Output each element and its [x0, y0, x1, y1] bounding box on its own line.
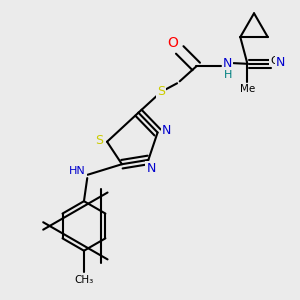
- Text: S: S: [157, 85, 165, 98]
- Text: N: N: [276, 56, 285, 69]
- Text: O: O: [167, 36, 178, 50]
- Text: C: C: [270, 56, 278, 65]
- Text: S: S: [95, 134, 103, 147]
- Text: N: N: [146, 162, 156, 175]
- Text: N: N: [162, 124, 172, 137]
- Text: H: H: [224, 70, 232, 80]
- Text: N: N: [223, 57, 232, 70]
- Text: CH₃: CH₃: [74, 275, 94, 285]
- Text: Me: Me: [240, 84, 255, 94]
- Text: HN: HN: [69, 166, 86, 176]
